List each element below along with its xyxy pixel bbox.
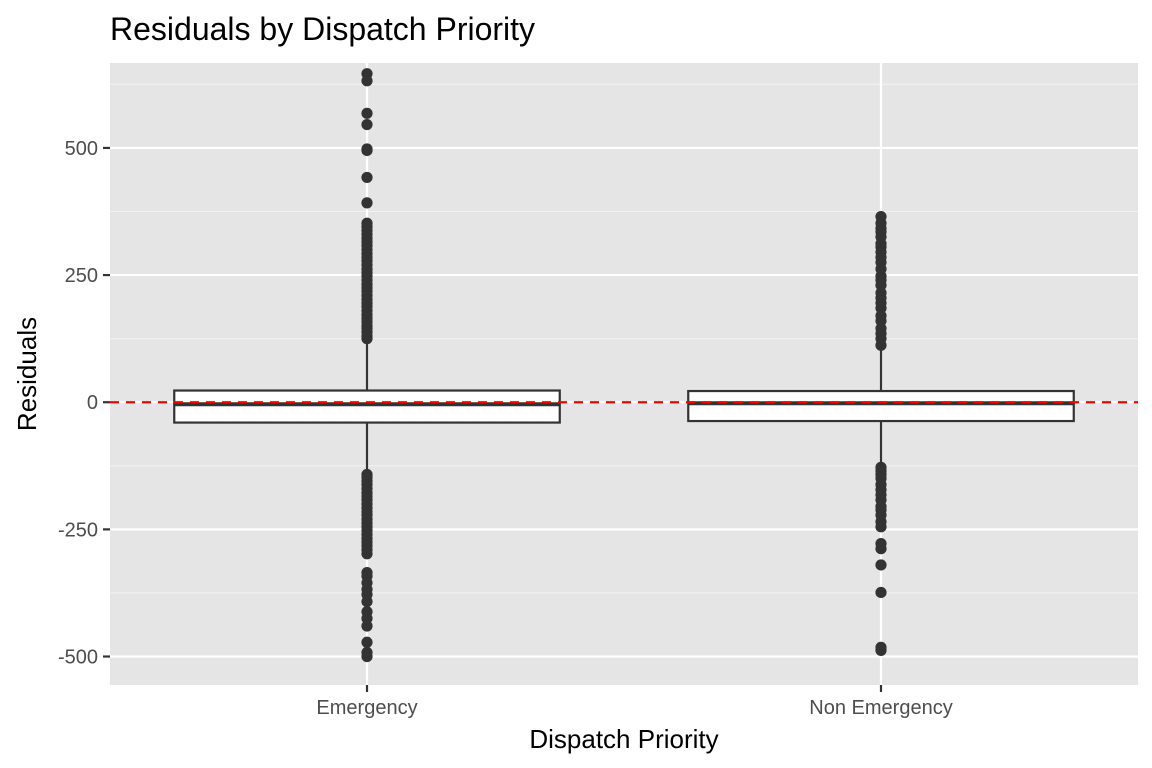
outlier-point bbox=[875, 586, 887, 599]
y-tick-label: 250 bbox=[65, 265, 98, 287]
box-iqr bbox=[173, 389, 561, 424]
y-tick-label: -250 bbox=[58, 519, 98, 541]
y-tick-label: -500 bbox=[58, 647, 98, 669]
outlier-point bbox=[361, 595, 373, 608]
outlier-point bbox=[361, 197, 373, 209]
x-axis: Emergency Non Emergency bbox=[316, 685, 953, 719]
outlier-point bbox=[875, 521, 887, 533]
y-axis: -500 -250 0 250 500 bbox=[58, 138, 110, 669]
outlier-point bbox=[361, 650, 373, 663]
y-tick-label: 500 bbox=[65, 138, 98, 160]
outlier-point bbox=[361, 171, 373, 184]
chart-title: Residuals by Dispatch Priority bbox=[110, 11, 535, 47]
outlier-point bbox=[361, 75, 373, 87]
outlier-point bbox=[875, 644, 887, 657]
plot-panel bbox=[110, 63, 1138, 685]
box-iqr bbox=[687, 389, 1075, 423]
outlier-point bbox=[361, 636, 373, 648]
outlier-point bbox=[361, 118, 373, 131]
outlier-point bbox=[875, 559, 887, 571]
y-axis-title: Residuals bbox=[12, 317, 42, 431]
outlier-point bbox=[875, 339, 887, 351]
box-group bbox=[173, 68, 561, 663]
y-tick-label: 0 bbox=[87, 392, 98, 414]
x-tick-label: Non Emergency bbox=[809, 697, 952, 719]
x-axis-title: Dispatch Priority bbox=[529, 724, 718, 754]
x-tick-label: Emergency bbox=[316, 697, 417, 719]
boxes bbox=[173, 68, 1075, 663]
outlier-point bbox=[875, 543, 887, 555]
outlier-point bbox=[361, 107, 373, 119]
outlier-point bbox=[361, 620, 373, 632]
outlier-point bbox=[361, 144, 373, 157]
outlier-point bbox=[361, 548, 373, 560]
outlier-point bbox=[361, 333, 373, 345]
